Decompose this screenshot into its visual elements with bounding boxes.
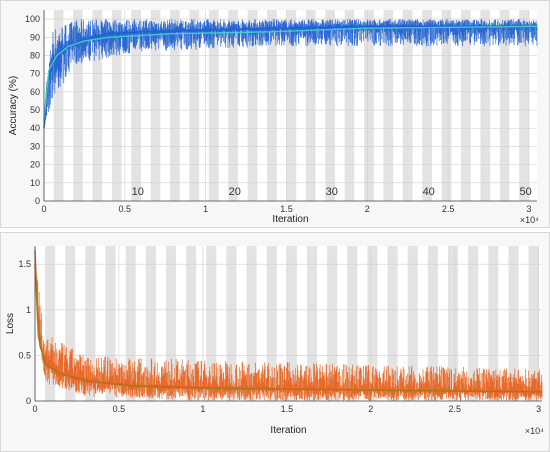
epoch-shade — [150, 10, 161, 201]
epoch-shade — [441, 10, 452, 201]
loss-chart: 0 0.5 1 1.5 0 0.5 1 1.5 2 2.5 3 Iteration Loss ×10⁴ — [5, 246, 544, 436]
x-tick-label: 1 — [203, 204, 208, 214]
x-tick-label: 2 — [368, 404, 373, 414]
epoch-shade — [247, 10, 258, 201]
epoch-shade — [367, 246, 378, 401]
x-tick-label: 1.5 — [280, 204, 293, 214]
epoch-shade — [499, 10, 510, 201]
epoch-label: 30 — [326, 186, 338, 198]
epoch-shade — [407, 246, 418, 401]
epoch-shade — [364, 10, 374, 201]
epoch-shade — [519, 10, 529, 201]
epoch-shade — [508, 246, 519, 401]
epoch-shade — [461, 10, 471, 201]
epoch-shade — [488, 246, 499, 401]
x-tick-label: 0 — [41, 204, 46, 214]
epoch-shade — [208, 10, 219, 201]
y-tick-label: 30 — [30, 141, 40, 151]
epoch-label: 40 — [423, 186, 435, 198]
epoch-shade — [125, 246, 136, 401]
x-tick-label: 1.5 — [281, 404, 294, 414]
x-axis-label: Iteration — [272, 214, 308, 225]
epoch-shade — [170, 10, 180, 201]
x-tick-label: 0.5 — [113, 404, 126, 414]
epoch-shade — [468, 246, 479, 401]
y-tick-label: 0 — [26, 396, 31, 406]
epoch-shade — [402, 10, 413, 201]
epoch-label: 20 — [229, 186, 241, 198]
epoch-shade — [447, 246, 459, 401]
epoch-shade — [131, 10, 141, 201]
y-tick-label: 90 — [30, 32, 40, 42]
epoch-shade — [189, 10, 200, 201]
epoch-shade — [92, 10, 103, 201]
epoch-shade — [105, 246, 116, 401]
epoch-shade — [286, 246, 297, 401]
y-tick-label: 40 — [30, 123, 40, 133]
y-tick-label: 0 — [35, 196, 40, 206]
epoch-shade — [306, 246, 318, 401]
x-scale-exponent: ×10⁴ — [520, 215, 539, 225]
y-tick-label: 0.5 — [18, 350, 31, 360]
epoch-shade — [53, 10, 64, 201]
epoch-shade — [111, 10, 122, 201]
y-axis-label: Loss — [5, 313, 16, 334]
epoch-shade — [344, 10, 355, 201]
epoch-shade — [73, 10, 83, 201]
epoch-shade — [305, 10, 316, 201]
y-tick-label: 60 — [30, 87, 40, 97]
series-1-smoothed-line — [34, 264, 543, 393]
y-tick-label: 80 — [30, 50, 40, 60]
epoch-shade — [85, 246, 96, 401]
y-tick-label: 100 — [25, 14, 40, 24]
accuracy-chart: 0 10 20 30 40 50 60 70 80 90 100 0 0.5 1 1.5 2 2.5 3 10 20 3… — [8, 10, 539, 225]
y-tick-label: 20 — [30, 160, 40, 170]
epoch-shade — [45, 246, 56, 401]
epoch-shade — [528, 246, 539, 401]
x-tick-label: 2.5 — [448, 404, 461, 414]
epoch-shade — [65, 246, 76, 401]
y-tick-label: 1.5 — [18, 259, 31, 269]
epoch-shade — [480, 10, 491, 201]
accuracy-chart-panel: 0 10 20 30 40 50 60 70 80 90 100 0 0.5 1 1.5 2 2.5 3 10 20 3… — [0, 0, 550, 228]
y-tick-label: 70 — [30, 69, 40, 79]
epoch-shade — [422, 10, 432, 201]
epoch-shade — [226, 246, 237, 401]
epoch-shade — [347, 246, 358, 401]
series-1-smoothed-line — [43, 25, 538, 120]
epoch-shade — [246, 246, 257, 401]
epoch-shade — [427, 246, 438, 401]
epoch-shade — [145, 246, 156, 401]
epoch-shade — [206, 246, 217, 401]
epoch-shade — [186, 246, 197, 401]
epoch-shade — [267, 10, 277, 201]
epoch-label: 50 — [520, 186, 532, 198]
y-tick-label: 50 — [30, 105, 40, 115]
x-scale-exponent: ×10⁴ — [525, 426, 544, 436]
epoch-shade — [266, 246, 277, 401]
x-tick-label: 2 — [365, 204, 370, 214]
loss-chart-panel: 0 0.5 1 1.5 0 0.5 1 1.5 2 2.5 3 Iteration Loss ×10⁴ — [0, 232, 550, 452]
epoch-shade — [286, 10, 297, 201]
y-tick-label: 1 — [26, 305, 31, 315]
x-tick-label: 1 — [200, 404, 205, 414]
epoch-shade — [165, 246, 177, 401]
epoch-shade — [327, 246, 338, 401]
x-tick-label: 0 — [32, 404, 37, 414]
epoch-shade — [325, 10, 335, 201]
epoch-label: 10 — [132, 186, 144, 198]
x-tick-label: 2.5 — [442, 204, 455, 214]
x-tick-label: 3 — [526, 204, 531, 214]
epoch-shade — [228, 10, 238, 201]
x-tick-label: 0.5 — [119, 204, 132, 214]
x-axis-label: Iteration — [270, 425, 306, 436]
y-axis-label: Accuracy (%) — [8, 76, 19, 135]
x-tick-label: 3 — [536, 404, 541, 414]
y-tick-label: 10 — [30, 178, 40, 188]
epoch-shade — [387, 246, 398, 401]
epoch-shade — [383, 10, 394, 201]
